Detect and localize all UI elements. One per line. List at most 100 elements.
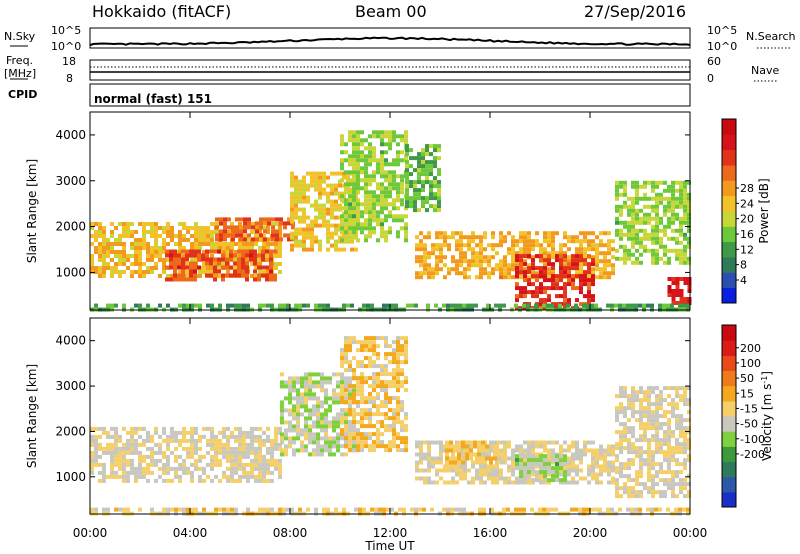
velocity-cell — [194, 450, 198, 455]
power-cell — [487, 243, 491, 248]
power-cell — [194, 222, 198, 226]
velocity-cell — [687, 442, 691, 447]
velocity-cell — [679, 450, 683, 455]
power-cell — [239, 225, 243, 230]
power-cell — [555, 274, 559, 279]
velocity-cell — [675, 458, 679, 463]
velocity-cell — [443, 480, 447, 485]
velocity-cell — [324, 420, 328, 425]
power-cell — [571, 262, 575, 267]
power-cell — [439, 235, 443, 240]
velocity-cell — [655, 450, 659, 455]
velocity-cell — [332, 428, 336, 433]
velocity-cell — [360, 412, 364, 417]
velocity-cell — [667, 430, 671, 435]
velocity-cell — [666, 507, 670, 512]
velocity-cell — [623, 482, 627, 487]
power-cell — [531, 271, 535, 276]
power-colorbar-tick: 8 — [740, 259, 747, 272]
power-cell — [651, 196, 655, 201]
power-cell — [114, 254, 118, 258]
velocity-cell — [627, 406, 631, 411]
power-cell — [246, 303, 250, 308]
power-cell — [396, 174, 400, 179]
power-cell — [368, 134, 372, 139]
power-cell — [310, 231, 314, 236]
power-cell — [425, 144, 429, 149]
power-cell — [298, 187, 302, 192]
power-cell — [356, 238, 360, 243]
power-cell — [455, 267, 459, 272]
power-cell — [666, 303, 670, 308]
power-cell — [146, 250, 150, 254]
velocity-cell — [530, 507, 534, 512]
velocity-cell — [527, 448, 531, 453]
velocity-cell — [352, 412, 356, 417]
velocity-cell — [631, 450, 635, 455]
velocity-cell — [146, 454, 150, 459]
velocity-cell — [372, 432, 376, 437]
velocity-cell — [210, 458, 214, 463]
velocity-cell — [450, 507, 454, 512]
velocity-cell — [304, 424, 308, 429]
power-cell — [499, 267, 503, 272]
velocity-cell — [352, 444, 356, 449]
velocity-cell — [102, 507, 106, 512]
velocity-cell — [114, 434, 118, 439]
power-cell — [603, 243, 607, 248]
velocity-cell — [607, 444, 611, 449]
velocity-cell — [683, 494, 687, 499]
power-ytick-label: 1000 — [55, 265, 86, 279]
velocity-cell — [599, 452, 603, 457]
power-cell — [467, 239, 471, 244]
velocity-cell — [214, 507, 218, 512]
velocity-cell — [615, 490, 619, 495]
power-cell — [631, 232, 635, 237]
velocity-cell — [376, 444, 380, 449]
velocity-cell — [667, 386, 671, 391]
velocity-cell — [360, 364, 364, 369]
power-colorbar-swatch — [722, 134, 736, 151]
velocity-cell — [469, 448, 473, 453]
velocity-cell — [344, 420, 348, 425]
velocity-cell — [639, 466, 643, 471]
velocity-cell — [356, 436, 360, 441]
velocity-cell — [356, 440, 360, 445]
velocity-cell — [222, 450, 226, 455]
velocity-cell — [356, 384, 360, 389]
velocity-cell — [344, 376, 348, 381]
power-cell — [262, 246, 266, 250]
velocity-cell — [587, 472, 591, 477]
power-cell — [388, 146, 392, 151]
velocity-cell — [445, 448, 449, 453]
power-cell — [643, 244, 647, 249]
velocity-cell — [380, 380, 384, 385]
velocity-cell — [344, 348, 348, 353]
velocity-colorbar-swatch — [722, 385, 736, 402]
velocity-cell — [110, 466, 114, 471]
velocity-cell — [380, 400, 384, 405]
velocity-cell — [262, 438, 266, 443]
velocity-cell — [619, 410, 623, 415]
power-cell — [526, 303, 530, 308]
power-cell — [106, 266, 110, 270]
power-cell — [451, 235, 455, 240]
velocity-cell — [643, 430, 647, 435]
velocity-cell — [340, 348, 344, 353]
power-cell — [215, 225, 219, 230]
velocity-cell — [459, 472, 463, 477]
power-cell — [158, 303, 162, 308]
power-cell — [623, 224, 627, 229]
power-cell — [275, 229, 279, 234]
power-cell — [294, 215, 298, 220]
nsky-tick-top: 10^5 — [51, 24, 81, 37]
velocity-cell — [631, 426, 635, 431]
power-cell — [543, 231, 547, 236]
velocity-cell — [126, 462, 130, 467]
nsearch-label: N.Search — [746, 30, 796, 43]
power-cell — [138, 222, 142, 226]
velocity-cell — [226, 446, 230, 451]
velocity-cell — [388, 440, 392, 445]
power-cell — [242, 234, 246, 238]
power-cell — [344, 170, 348, 175]
